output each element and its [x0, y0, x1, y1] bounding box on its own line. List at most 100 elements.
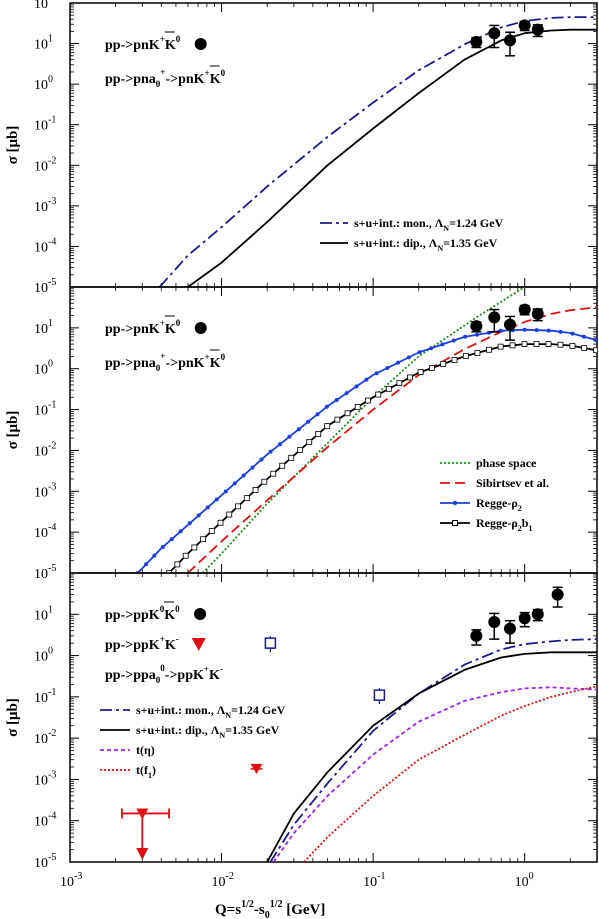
series-marker-dot — [498, 328, 503, 333]
series-marker-dot — [417, 350, 422, 355]
legend-marker — [452, 500, 458, 506]
x-tick-label: 10-3 — [60, 871, 82, 890]
reaction-label: pp->ppK+K- — [105, 634, 179, 653]
y-axis-label: σ [μb] — [5, 126, 21, 165]
data-point — [470, 35, 483, 48]
y-tick-label: 10-2 — [34, 440, 56, 459]
data-point — [470, 320, 483, 333]
y-tick-label: 10-5 — [34, 852, 56, 871]
series-marker-square — [375, 391, 382, 398]
series-marker-square — [509, 342, 516, 349]
series-marker-dot — [334, 397, 339, 402]
data-point — [488, 311, 501, 324]
y-tick-label: 10-4 — [34, 236, 56, 255]
series-marker-dot — [440, 342, 445, 347]
series-marker-square — [440, 361, 447, 367]
y-tick-label: 10-1 — [34, 400, 56, 419]
series-marker-dot — [534, 328, 539, 333]
series-line-1 — [187, 28, 597, 287]
series-marker-dot — [593, 337, 597, 342]
square-point — [264, 637, 277, 649]
reaction-label: pp->ppK0K0 — [105, 604, 180, 623]
series-marker-dot — [187, 521, 192, 526]
series-marker-square — [429, 365, 435, 371]
data-point — [470, 629, 483, 642]
series-marker-square — [417, 369, 424, 375]
series-marker-dot — [152, 553, 157, 558]
series-marker-dot — [429, 346, 434, 351]
y-tick-label: 10-3 — [34, 769, 56, 788]
series-marker-dot — [324, 404, 329, 409]
series-marker-square — [474, 349, 481, 356]
reaction-marker-circle — [194, 322, 207, 334]
series-marker-dot — [546, 328, 551, 333]
series-marker-square — [581, 345, 588, 351]
series-marker-square — [334, 416, 341, 423]
data-point — [518, 19, 531, 32]
series-marker-dot — [205, 505, 210, 510]
y-tick-label: 100 — [34, 359, 53, 378]
legend-label: s+u+int.: mon., ΛN=1.24 GeV — [136, 703, 286, 720]
y-tick-label: 100 — [34, 74, 53, 93]
series-marker-square — [217, 519, 224, 526]
panel-middle: 10-5 10-4 10-3 10-2 10-1 100 101 σ [μb] pp->pnK+… — [5, 286, 598, 582]
series-line-0 — [269, 638, 597, 862]
series-marker-square — [261, 478, 268, 485]
reaction-label: pp->ppa00->ppK+K- — [105, 663, 223, 685]
y-tick-label: 10-2 — [34, 728, 56, 747]
series-marker-dot — [232, 481, 237, 486]
series-line-2 — [272, 686, 597, 862]
series-marker-square — [462, 353, 469, 359]
series-marker-dot — [406, 355, 411, 360]
legend-label: Sibirtsev et al. — [476, 476, 549, 490]
series-line-3 — [303, 685, 597, 862]
series-line-1 — [187, 306, 597, 573]
series-marker-dot — [315, 412, 320, 417]
series-marker-square — [243, 495, 250, 502]
series-marker-dot — [306, 419, 311, 424]
reaction-marker-circle — [194, 608, 207, 620]
reaction-label: pp->pnK+K0 — [105, 34, 181, 53]
y-tick-label: 10-4 — [34, 522, 56, 541]
series-marker-dot — [463, 334, 468, 339]
series-marker-square — [252, 487, 259, 493]
series-marker-square — [569, 342, 576, 349]
series-marker-square — [533, 341, 540, 348]
series-marker-square — [166, 570, 172, 573]
series-marker-dot — [582, 334, 587, 339]
legend-marker — [452, 520, 458, 526]
series-marker-square — [235, 503, 241, 510]
series-marker-dot — [178, 529, 183, 534]
series-marker-square — [364, 397, 371, 404]
reaction-label: pp->pna0+->pnK+K0 — [105, 351, 226, 373]
x-axis-label: Q=s1/2-s01/2 [GeV] — [215, 899, 325, 919]
series-marker-square — [288, 454, 295, 461]
series-marker-square — [396, 380, 403, 387]
x-tick-label: 10-2 — [212, 871, 234, 890]
series-marker-dot — [259, 457, 264, 462]
series-marker-square — [451, 357, 458, 363]
y-tick-label: 10-5 — [34, 277, 56, 296]
series-marker-dot — [250, 465, 255, 470]
legend-label: s+u+int.: mon., ΛN=1.24 GeV — [354, 216, 504, 233]
series-marker-dot — [374, 371, 379, 376]
upper-limit-arrow-head — [136, 848, 149, 860]
y-tick-label: 101 — [34, 318, 53, 337]
series-marker-square — [497, 343, 504, 350]
data-point — [488, 616, 501, 629]
legend-label: t(η) — [136, 743, 155, 757]
series-marker-square — [344, 410, 351, 417]
legend-label: s+u+int.: dip., ΛN=1.35 GeV — [354, 236, 498, 253]
series-marker-square — [315, 431, 322, 437]
data-point — [531, 307, 544, 320]
series-marker-dot — [396, 360, 401, 365]
series-marker-dot — [268, 449, 273, 454]
series-line-0 — [158, 16, 597, 287]
series-marker-dot — [475, 332, 480, 337]
reaction-label: pp->pnK+K0 — [105, 318, 181, 337]
series-marker-square — [593, 347, 597, 354]
data-point — [518, 303, 531, 316]
series-marker-square — [191, 544, 198, 551]
legend-label: s+u+int.: dip., ΛN=1.35 GeV — [136, 723, 280, 740]
data-point — [503, 622, 516, 635]
